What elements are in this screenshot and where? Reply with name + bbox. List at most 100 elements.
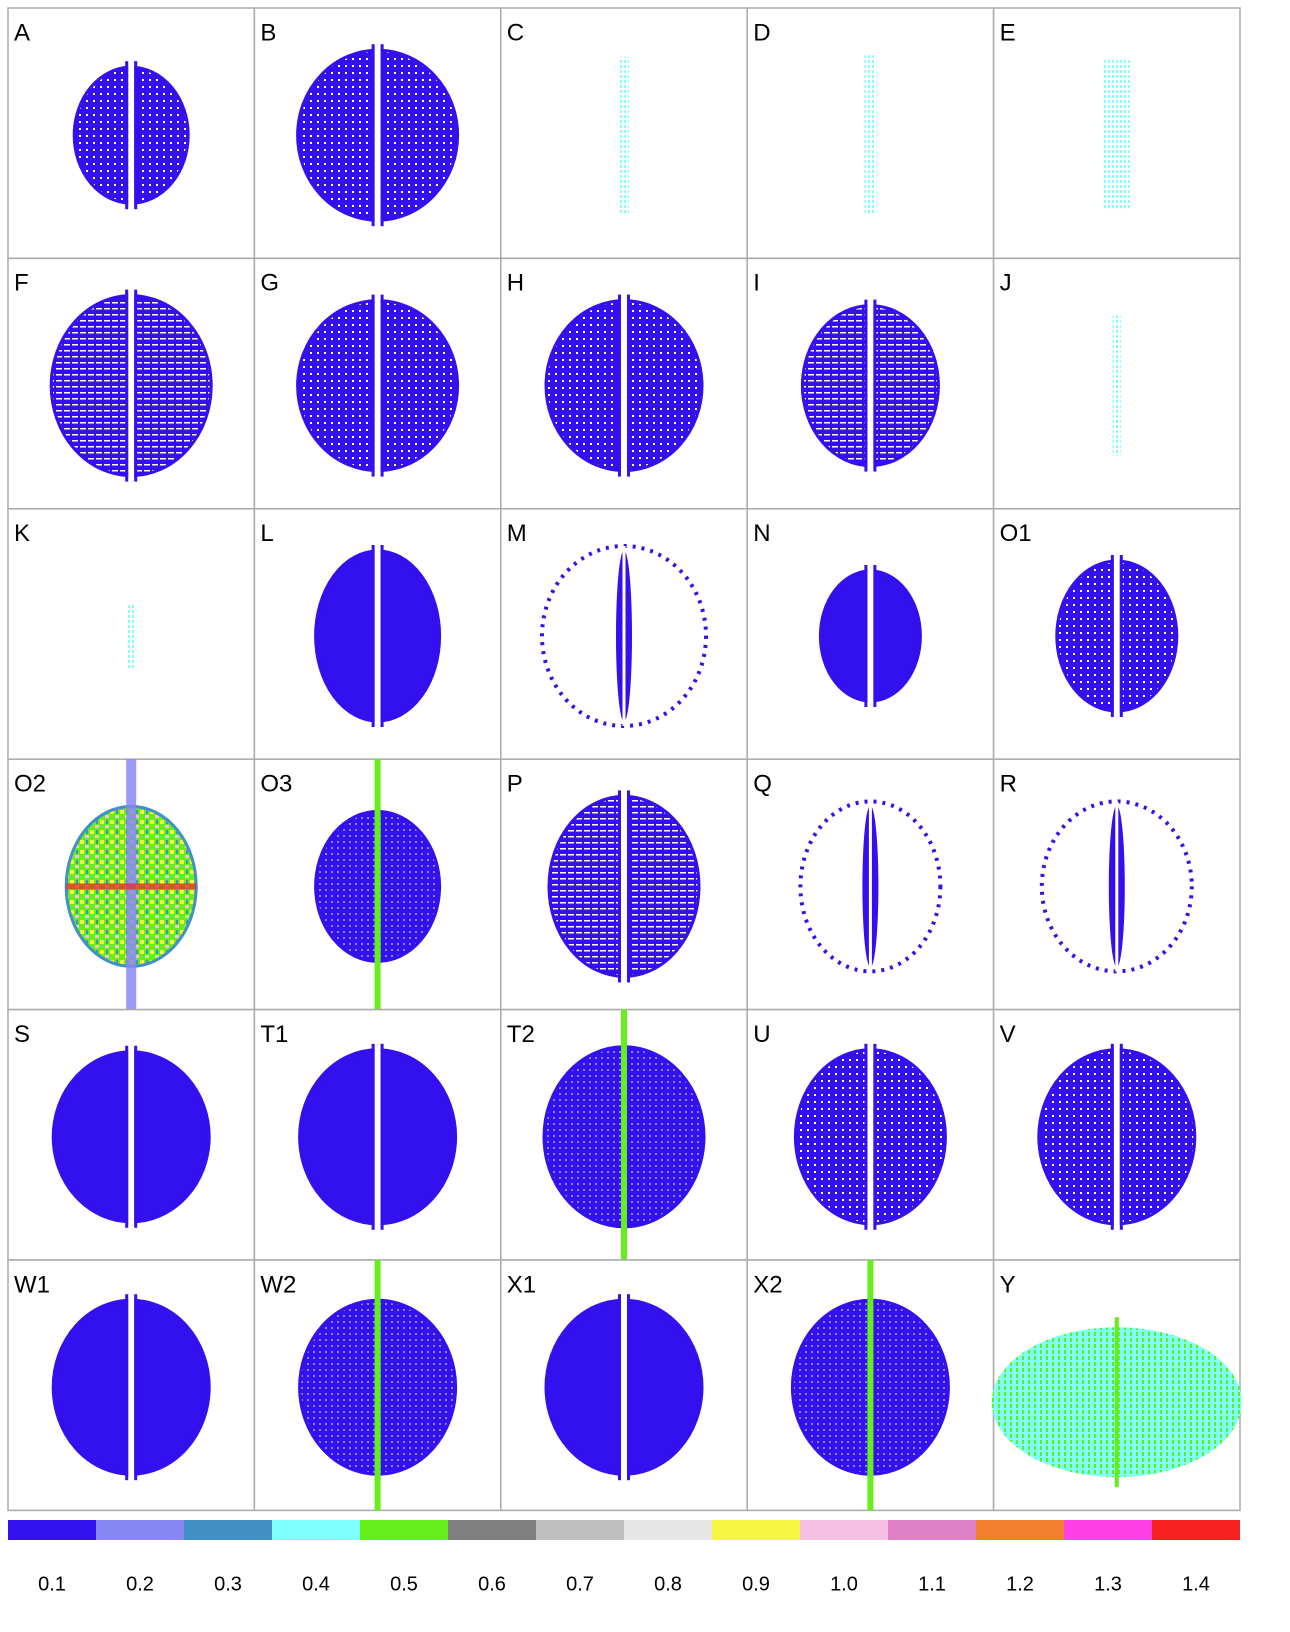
panel-label: M — [507, 520, 527, 547]
midline-edge — [618, 295, 621, 477]
midline-edge — [125, 1294, 128, 1480]
colorbar-label: 1.2 — [1006, 1573, 1034, 1595]
midline — [375, 1260, 381, 1510]
midline-edge — [1111, 1044, 1114, 1230]
midline-edge — [372, 1044, 375, 1230]
cyan-strip — [864, 55, 876, 215]
midline-edge — [1111, 555, 1114, 717]
midline-edge — [873, 1044, 876, 1230]
panel: W2 — [254, 1260, 500, 1510]
panel: X1 — [501, 1260, 747, 1510]
colorbar-label: 0.9 — [742, 1573, 770, 1595]
colorbar-swatch — [888, 1520, 976, 1540]
panel-label: J — [1000, 270, 1012, 297]
panel-label: X2 — [753, 1271, 782, 1298]
panel: I — [747, 258, 993, 508]
panel: U — [747, 1010, 993, 1260]
cyan-strip — [1104, 60, 1130, 210]
colorbar-swatch — [96, 1520, 184, 1540]
colorbar-label: 0.8 — [654, 1573, 682, 1595]
colorbar-swatch — [1064, 1520, 1152, 1540]
midline-edge — [381, 295, 384, 477]
panel: K — [8, 509, 254, 759]
panel: G — [254, 258, 500, 508]
colorbar-label: 1.1 — [918, 1573, 946, 1595]
panel: T1 — [254, 1010, 500, 1260]
midline-edge — [372, 44, 375, 226]
midline — [867, 300, 873, 472]
colorbar-swatch — [8, 1520, 96, 1540]
cyan-strip — [619, 57, 629, 213]
panel: B — [254, 8, 500, 258]
panel-label: N — [753, 520, 770, 547]
colorbar-swatch — [184, 1520, 272, 1540]
panel: L — [254, 509, 500, 759]
panel: P — [501, 759, 747, 1009]
panel-label: O3 — [260, 771, 292, 798]
panel-label: U — [753, 1021, 770, 1048]
colorbar-label: 0.1 — [38, 1573, 66, 1595]
midline-edge — [381, 545, 384, 727]
midline — [128, 1294, 134, 1480]
colorbar-label: 1.4 — [1182, 1573, 1210, 1595]
panel: D — [747, 8, 993, 258]
colorbar-label: 1.3 — [1094, 1573, 1122, 1595]
midline — [1115, 801, 1118, 971]
panel: Q — [747, 759, 993, 1009]
midline — [375, 759, 381, 1009]
panel-label: B — [260, 19, 276, 46]
midline — [375, 1044, 381, 1230]
panel-label: G — [260, 270, 279, 297]
midline-edge — [627, 790, 630, 982]
midline-edge — [125, 1046, 128, 1228]
panel-label: L — [260, 520, 273, 547]
panel: R — [994, 759, 1240, 1009]
midline-edge — [381, 1044, 384, 1230]
colorbar-swatch — [800, 1520, 888, 1540]
midline — [1114, 555, 1120, 717]
midline-edge — [1120, 1044, 1123, 1230]
midline-edge — [134, 61, 137, 209]
midline-edge — [864, 565, 867, 707]
midline-edge — [125, 61, 128, 209]
panel-label: S — [14, 1021, 30, 1048]
panel: Y — [992, 1260, 1242, 1510]
midline — [375, 545, 381, 727]
midline-edge — [381, 44, 384, 226]
midline-edge — [864, 1044, 867, 1230]
panel: A — [8, 8, 254, 258]
midline — [375, 44, 381, 226]
colorbar-swatch — [360, 1520, 448, 1540]
panel-label: I — [753, 270, 760, 297]
colorbar-label: 0.6 — [478, 1573, 506, 1595]
midline-edge — [873, 300, 876, 472]
colorbar-swatch — [448, 1520, 536, 1540]
midline-edge — [618, 1294, 621, 1480]
panel-label: C — [507, 19, 524, 46]
panel-label: T1 — [260, 1021, 288, 1048]
midline — [869, 801, 872, 971]
panel: J — [994, 258, 1240, 508]
panel: C — [501, 8, 747, 258]
panel: H — [501, 258, 747, 508]
panel-label: W1 — [14, 1271, 50, 1298]
colorbar-label: 0.7 — [566, 1573, 594, 1595]
midline — [867, 1260, 873, 1510]
cyan-strip — [126, 603, 136, 669]
panel-label: O1 — [1000, 520, 1032, 547]
midline — [128, 1046, 134, 1228]
colorbar-swatch — [712, 1520, 800, 1540]
midline — [621, 295, 627, 477]
panel-label: Q — [753, 771, 772, 798]
colorbar-swatch — [624, 1520, 712, 1540]
panel-label: H — [507, 270, 524, 297]
colorbar-label: 0.3 — [214, 1573, 242, 1595]
panel: V — [994, 1010, 1240, 1260]
colorbar-label: 0.2 — [126, 1573, 154, 1595]
panel-label: P — [507, 771, 523, 798]
midline-edge — [372, 545, 375, 727]
midline-edge — [134, 1294, 137, 1480]
figure: ABCDEFGHIJKLMNO1O2O3PQRST1T2UVW1W2X1X2Y0… — [0, 0, 1290, 1627]
midline — [1114, 1044, 1120, 1230]
cyan-strip — [1113, 316, 1121, 456]
